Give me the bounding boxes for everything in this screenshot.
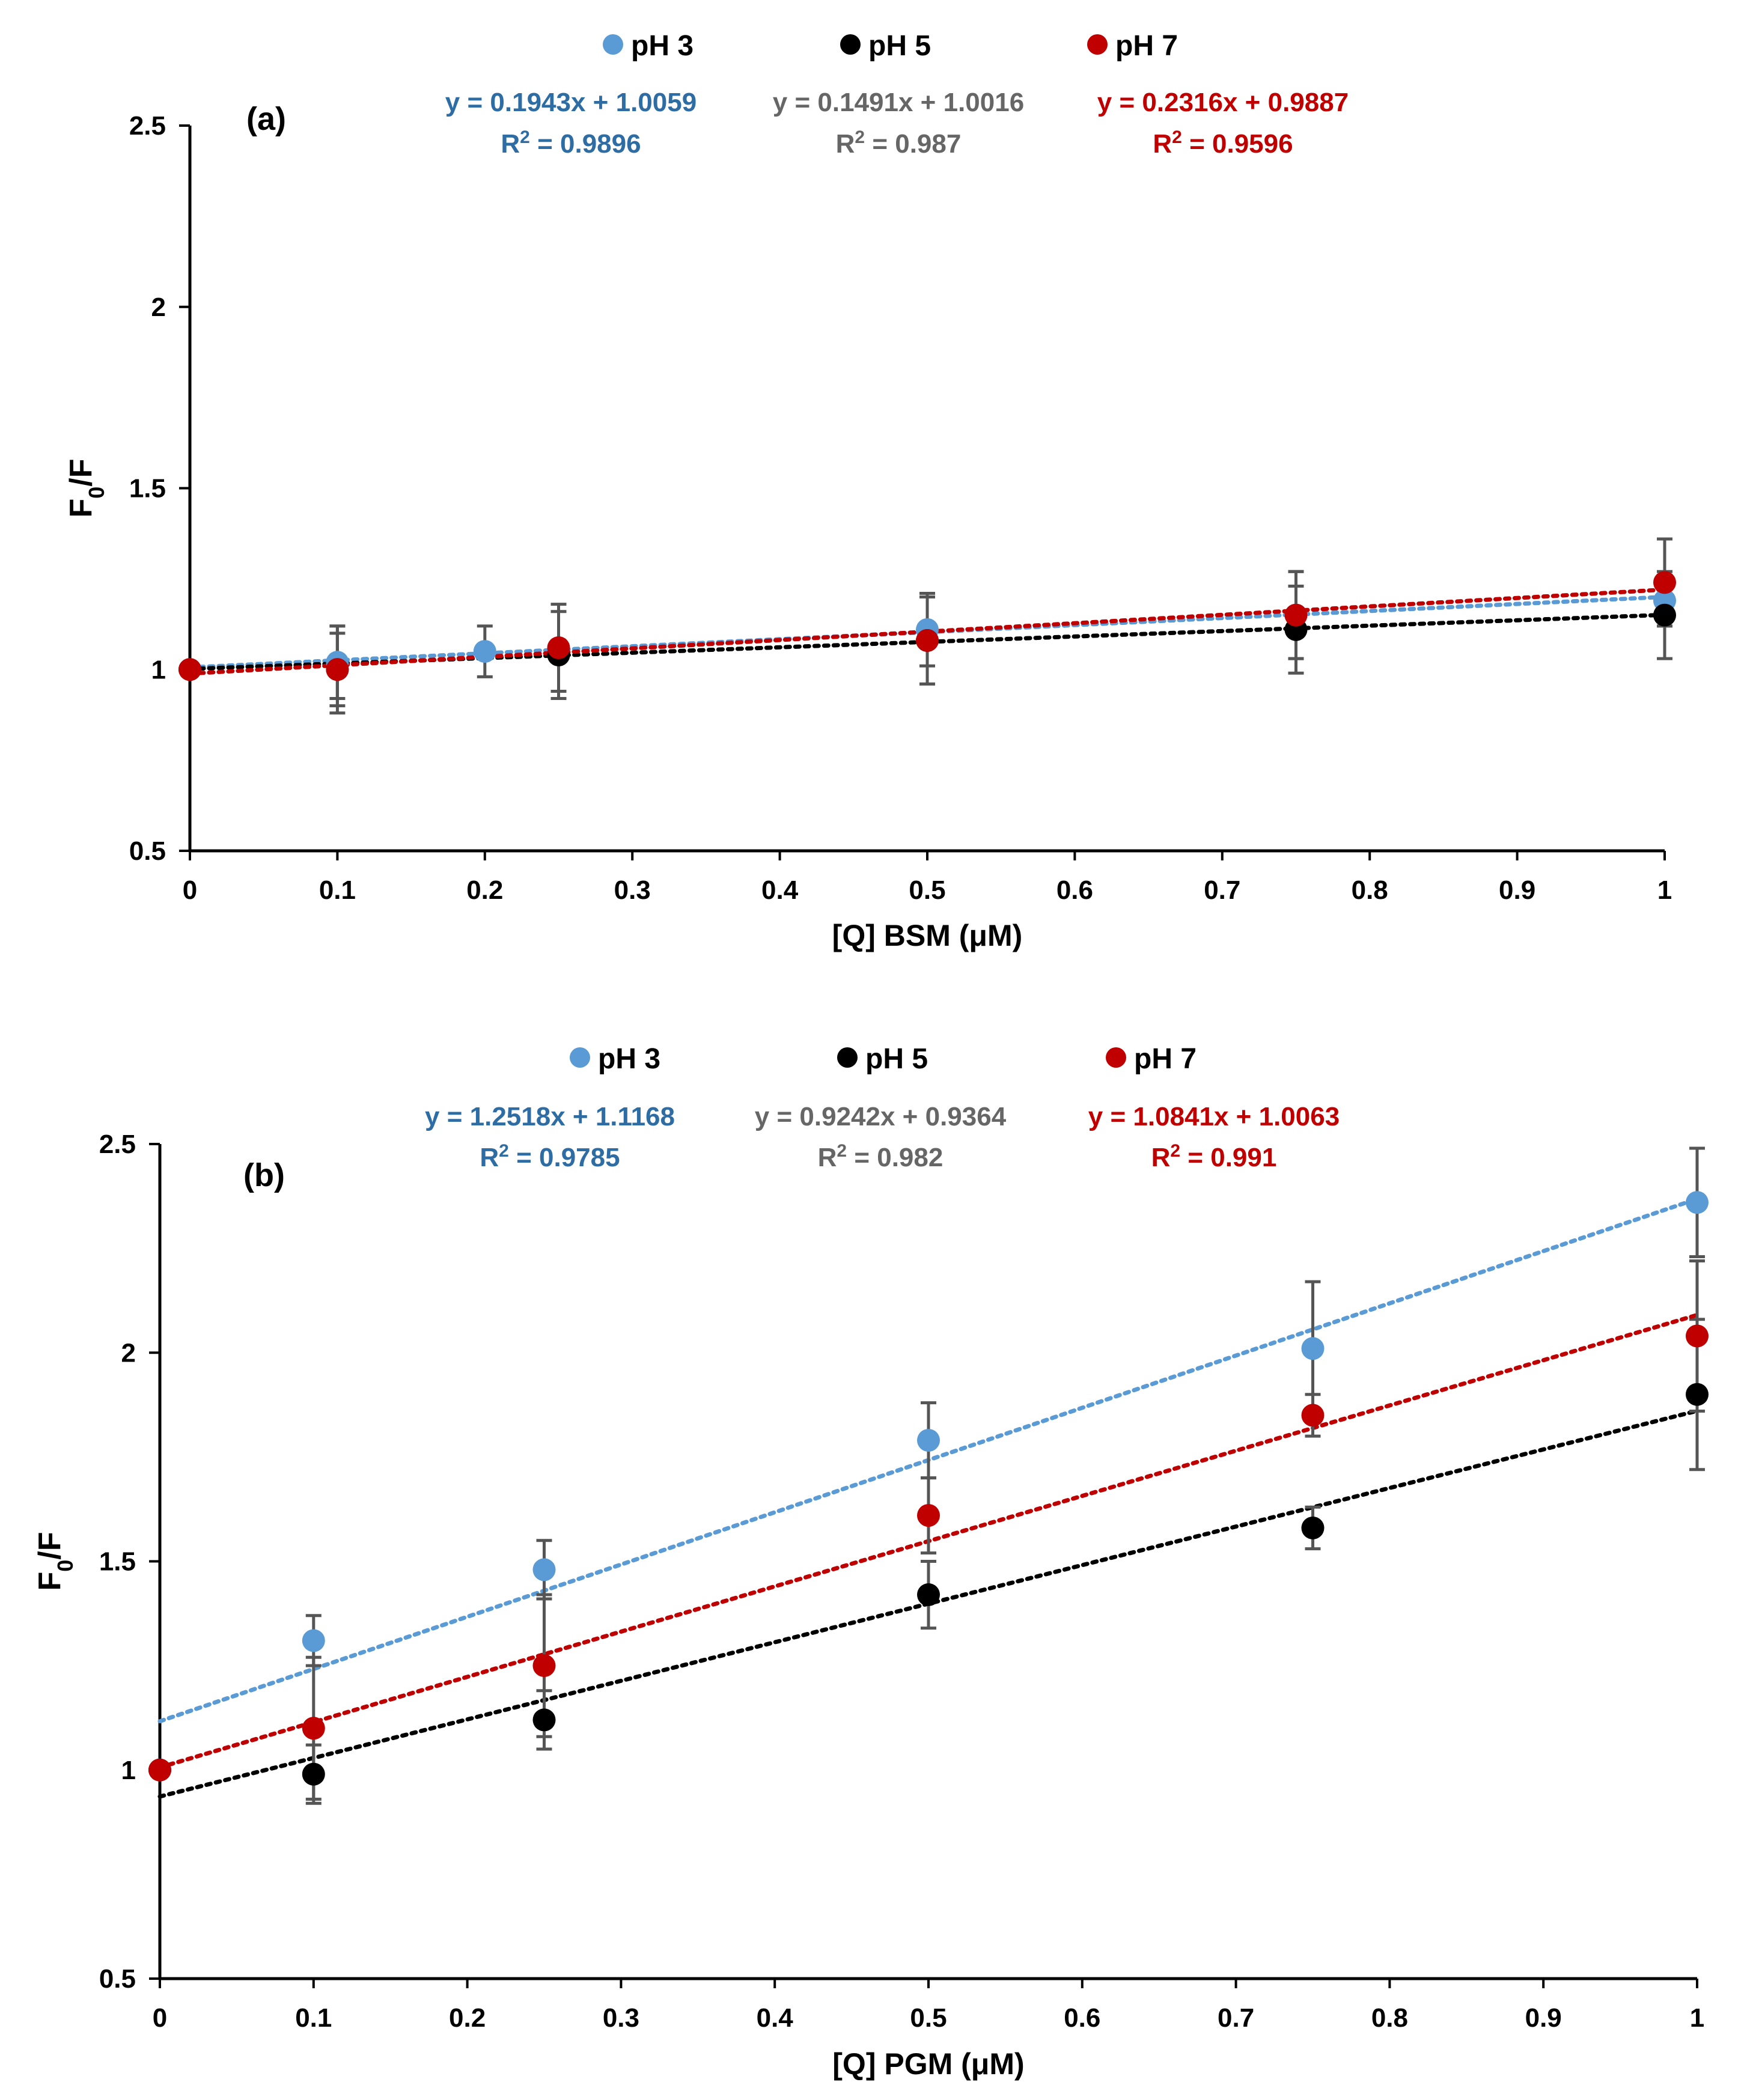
y-tick-label: 2.5 bbox=[99, 1130, 136, 1159]
x-tick-label: 0 bbox=[153, 2003, 167, 2033]
x-tick-label: 1 bbox=[1657, 875, 1672, 905]
legend-marker-ph5 bbox=[840, 34, 861, 55]
x-tick-label: 0.8 bbox=[1371, 2003, 1408, 2033]
y-tick-label: 1.5 bbox=[129, 474, 166, 504]
trendline-r2-ph3: R2 = 0.9896 bbox=[501, 127, 641, 159]
y-tick-label: 2.5 bbox=[129, 111, 166, 141]
trendline-equation-ph3: y = 1.2518x + 1.1168 bbox=[425, 1102, 675, 1131]
data-point-ph7 bbox=[916, 628, 939, 652]
trendline-equation-ph5: y = 0.9242x + 0.9364 bbox=[755, 1102, 1007, 1131]
y-tick-label: 0.5 bbox=[129, 836, 166, 866]
data-point-ph3 bbox=[1686, 1191, 1709, 1214]
x-tick-label: 0.2 bbox=[449, 2003, 486, 2033]
series-ph3: pH 3 y = 1.2518x + 1.1168 R2 = 0.9785 bbox=[157, 1043, 1705, 1724]
data-point-ph7 bbox=[532, 1654, 556, 1678]
y-tick-label: 1 bbox=[151, 655, 166, 684]
series-ph5: pH 5 y = 0.9242x + 0.9364 R2 = 0.982 bbox=[157, 1043, 1705, 1805]
x-tick-label: 0.2 bbox=[466, 875, 503, 905]
x-tick-label: 0.3 bbox=[614, 875, 651, 905]
x-tick-label: 1 bbox=[1690, 2003, 1704, 2033]
y-axis-title: F0/F bbox=[32, 1532, 78, 1590]
legend-label-ph5: pH 5 bbox=[865, 1043, 928, 1075]
trendline-ph3 bbox=[187, 594, 1667, 670]
data-point-ph5 bbox=[917, 1583, 940, 1607]
data-point-ph3 bbox=[532, 1558, 556, 1581]
data-point-ph7 bbox=[148, 1758, 171, 1782]
y-axis-title: F0/F bbox=[64, 458, 109, 517]
legend-label-ph3: pH 3 bbox=[631, 30, 694, 62]
legend-marker-ph7 bbox=[1087, 34, 1108, 55]
y-tick-label: 1.5 bbox=[99, 1547, 136, 1577]
trendline-equation-ph7: y = 0.2316x + 0.9887 bbox=[1097, 88, 1349, 117]
trendline-r2-ph7: R2 = 0.991 bbox=[1151, 1141, 1277, 1173]
x-tick-label: 0.9 bbox=[1499, 875, 1535, 905]
trendline-equation-ph7: y = 1.0841x + 1.0063 bbox=[1088, 1102, 1340, 1131]
y-tick-label: 2 bbox=[121, 1338, 136, 1368]
x-tick-label: 0.7 bbox=[1204, 875, 1240, 905]
data-point-ph7 bbox=[326, 658, 349, 681]
x-tick-label: 0 bbox=[183, 875, 197, 905]
legend-label-ph7: pH 7 bbox=[1115, 30, 1178, 62]
x-tick-label: 0.7 bbox=[1218, 2003, 1254, 2033]
legend-marker-ph3 bbox=[603, 34, 623, 55]
legend-label-ph7: pH 7 bbox=[1134, 1043, 1197, 1075]
trendline-equation-ph3: y = 0.1943x + 1.0059 bbox=[445, 88, 697, 117]
x-tick-label: 0.9 bbox=[1525, 2003, 1562, 2033]
legend-marker-ph5 bbox=[837, 1047, 858, 1068]
trendline-r2-ph7: R2 = 0.9596 bbox=[1153, 127, 1293, 159]
data-point-ph7 bbox=[1653, 571, 1676, 594]
trendline-r2-ph5: R2 = 0.987 bbox=[836, 127, 962, 159]
x-tick-label: 0.6 bbox=[1064, 2003, 1100, 2033]
chart-panel-b: 0.5 1 1.5 2 2.5 0 0.1 0.2 0.3 0.4 0.5 0.6 0.7 0.8 0.9 1… bbox=[32, 1043, 1709, 2081]
x-tick-label: 0.5 bbox=[909, 875, 945, 905]
trendline-r2-ph3: R2 = 0.9785 bbox=[480, 1141, 620, 1173]
data-point-ph5 bbox=[1301, 1516, 1325, 1539]
legend-marker-ph3 bbox=[570, 1047, 590, 1068]
y-tick-label: 1 bbox=[121, 1756, 136, 1785]
data-point-ph5 bbox=[532, 1708, 556, 1732]
data-point-ph5 bbox=[1686, 1383, 1709, 1406]
panel-label: (b) bbox=[243, 1157, 285, 1193]
x-tick-label: 0.3 bbox=[603, 2003, 639, 2033]
series-ph3: pH 3 y = 0.1943x + 1.0059 R2 = 0.9896 bbox=[187, 30, 1672, 701]
legend-marker-ph7 bbox=[1106, 1047, 1126, 1068]
series-ph5: pH 5 y = 0.1491x + 1.0016 R2 = 0.987 bbox=[187, 30, 1672, 715]
data-point-ph5 bbox=[302, 1762, 325, 1786]
x-axis-title: [Q] PGM (μM) bbox=[832, 2047, 1024, 2081]
data-point-ph3 bbox=[473, 640, 496, 663]
x-tick-label: 0.1 bbox=[319, 875, 356, 905]
data-point-ph3 bbox=[302, 1629, 325, 1652]
data-point-ph3 bbox=[1301, 1337, 1325, 1360]
data-point-ph5 bbox=[1653, 603, 1676, 627]
x-tick-label: 0.8 bbox=[1352, 875, 1388, 905]
data-point-ph7 bbox=[178, 658, 201, 681]
data-point-ph7 bbox=[1284, 603, 1308, 627]
data-point-ph7 bbox=[1686, 1324, 1709, 1348]
x-tick-label: 0.4 bbox=[761, 875, 799, 905]
chart-panel-a: 0.5 1 1.5 2 2.5 0 0.1 0.2 0.3 0.4 0.5 0.6 0.7 0.8 0.9 1… bbox=[64, 30, 1676, 952]
x-tick-label: 0.4 bbox=[757, 2003, 794, 2033]
trendline-equation-ph5: y = 0.1491x + 1.0016 bbox=[773, 88, 1024, 117]
panel-label: (a) bbox=[246, 101, 286, 137]
legend-label-ph5: pH 5 bbox=[868, 30, 931, 62]
trendline-r2-ph5: R2 = 0.982 bbox=[818, 1141, 944, 1173]
x-tick-label: 0.6 bbox=[1056, 875, 1093, 905]
x-tick-label: 0.1 bbox=[295, 2003, 332, 2033]
y-tick-label: 0.5 bbox=[99, 1964, 136, 1994]
data-point-ph3 bbox=[917, 1429, 940, 1452]
y-tick-label: 2 bbox=[151, 293, 166, 322]
x-axis-title: [Q] BSM (μM) bbox=[832, 919, 1023, 952]
data-point-ph7 bbox=[302, 1717, 325, 1740]
data-point-ph7 bbox=[917, 1504, 940, 1527]
data-point-ph7 bbox=[1301, 1404, 1325, 1427]
x-tick-label: 0.5 bbox=[910, 2003, 947, 2033]
data-point-ph7 bbox=[547, 636, 570, 660]
legend-label-ph3: pH 3 bbox=[598, 1043, 660, 1075]
